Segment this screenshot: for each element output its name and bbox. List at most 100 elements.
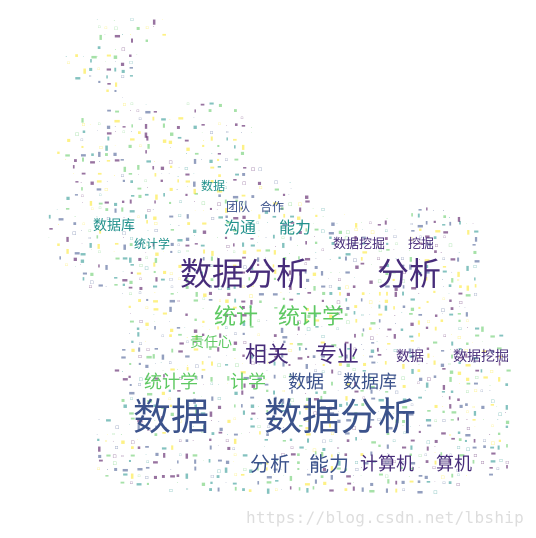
filler-glyph: ▬ (305, 430, 312, 438)
filler-glyph: ▫ (448, 451, 452, 457)
filler-glyph: ▬ (97, 283, 104, 290)
filler-glyph: ▫ (344, 234, 349, 243)
filler-glyph: ▮ (82, 277, 85, 283)
filler-glyph: ▪ (352, 354, 356, 361)
filler-glyph: · (377, 409, 380, 415)
filler-glyph: ▫ (376, 255, 381, 262)
filler-glyph: ▮ (393, 290, 398, 299)
filler-glyph: ▬ (121, 276, 129, 285)
filler-glyph: ▪ (234, 122, 239, 129)
filler-glyph: · (122, 235, 125, 243)
filler-glyph: · (210, 416, 213, 425)
filler-glyph: ▬ (440, 347, 445, 353)
filler-glyph: ▮ (464, 353, 468, 360)
filler-glyph: · (240, 276, 243, 282)
filler-glyph: ▮ (176, 178, 180, 184)
cloud-word: 数据 (288, 372, 324, 393)
filler-glyph: · (153, 290, 156, 298)
filler-glyph: ▮ (240, 389, 244, 396)
filler-glyph: ▬ (490, 402, 495, 408)
filler-glyph: · (217, 444, 219, 450)
filler-glyph: · (184, 325, 186, 332)
filler-glyph: ▫ (368, 220, 372, 226)
filler-glyph: ▪ (298, 381, 302, 388)
filler-glyph: ▫ (248, 291, 254, 300)
filler-glyph: · (82, 53, 85, 60)
filler-glyph: ▬ (473, 228, 479, 235)
filler-glyph: ▪ (241, 487, 246, 494)
filler-glyph: ▬ (122, 255, 128, 263)
filler-glyph: · (450, 332, 453, 339)
filler-glyph: ▫ (120, 172, 125, 179)
cloud-word: 团队 (226, 200, 251, 214)
filler-glyph: ▪ (233, 339, 238, 347)
filler-glyph: ▮ (162, 193, 166, 199)
filler-glyph: ▮ (312, 486, 315, 492)
filler-glyph: ▫ (104, 25, 108, 31)
filler-glyph: ▫ (216, 199, 222, 208)
filler-glyph: ▫ (144, 473, 149, 481)
filler-glyph: · (168, 318, 171, 325)
filler-glyph: · (178, 164, 180, 171)
filler-glyph: ▮ (122, 165, 127, 174)
filler-glyph: ▪ (344, 466, 348, 473)
filler-glyph: ▮ (104, 263, 109, 272)
filler-glyph: · (504, 410, 507, 417)
filler-glyph: ▬ (106, 158, 111, 164)
filler-glyph: ▮ (354, 437, 358, 443)
filler-glyph: ▪ (368, 375, 372, 381)
filler-glyph: ▪ (209, 206, 213, 212)
cloud-word: 数据分析 (180, 255, 309, 293)
filler-glyph: ▪ (129, 241, 134, 248)
filler-glyph: ▮ (154, 172, 157, 178)
filler-glyph: · (120, 431, 123, 440)
filler-glyph: ▪ (218, 101, 223, 109)
filler-glyph: · (321, 325, 323, 331)
filler-glyph: · (122, 269, 124, 276)
filler-glyph: ▪ (176, 123, 181, 131)
filler-glyph: ▬ (370, 395, 376, 402)
filler-glyph: ▬ (200, 410, 206, 418)
filler-glyph: ▬ (474, 256, 481, 265)
filler-glyph: ▫ (240, 199, 246, 208)
filler-glyph: ▮ (80, 116, 85, 124)
filler-glyph: ▮ (201, 375, 204, 381)
filler-glyph: · (232, 374, 235, 382)
filler-glyph: ▮ (401, 291, 405, 298)
filler-glyph: ▬ (426, 409, 431, 415)
filler-glyph: ▪ (241, 213, 247, 222)
filler-glyph: ▫ (130, 101, 134, 107)
filler-glyph: ▪ (154, 424, 158, 430)
filler-glyph: · (144, 339, 147, 346)
filler-glyph: ▮ (129, 199, 133, 206)
filler-glyph: ▫ (440, 473, 445, 481)
filler-glyph: ▮ (354, 319, 358, 325)
filler-glyph: ▪ (328, 403, 333, 412)
filler-glyph: ▬ (441, 367, 446, 373)
filler-glyph: ▪ (322, 389, 327, 397)
filler-glyph: ▮ (376, 346, 380, 353)
filler-glyph: ▫ (354, 227, 359, 234)
filler-glyph: ▬ (320, 284, 326, 291)
filler-glyph: · (440, 249, 443, 258)
filler-glyph: · (392, 410, 395, 418)
filler-glyph: ▪ (417, 269, 422, 277)
filler-glyph: ▮ (104, 144, 109, 153)
filler-glyph: ▬ (145, 466, 150, 471)
filler-glyph: ▪ (498, 438, 502, 444)
filler-glyph: ▪ (202, 228, 207, 237)
filler-glyph: ▫ (145, 24, 149, 31)
filler-glyph: ▮ (466, 228, 470, 236)
filler-glyph: ▬ (208, 101, 215, 108)
filler-glyph: ▪ (250, 382, 256, 391)
filler-glyph: · (360, 438, 363, 444)
filler-glyph: ▮ (434, 459, 437, 466)
filler-glyph: · (385, 214, 389, 223)
filler-glyph: ▬ (176, 326, 181, 332)
filler-glyph: ▫ (121, 45, 126, 54)
filler-glyph: ▪ (425, 459, 429, 466)
filler-glyph: · (122, 213, 125, 222)
filler-glyph: ▪ (81, 144, 84, 150)
filler-glyph: ▪ (192, 389, 196, 395)
filler-glyph: · (434, 479, 436, 485)
